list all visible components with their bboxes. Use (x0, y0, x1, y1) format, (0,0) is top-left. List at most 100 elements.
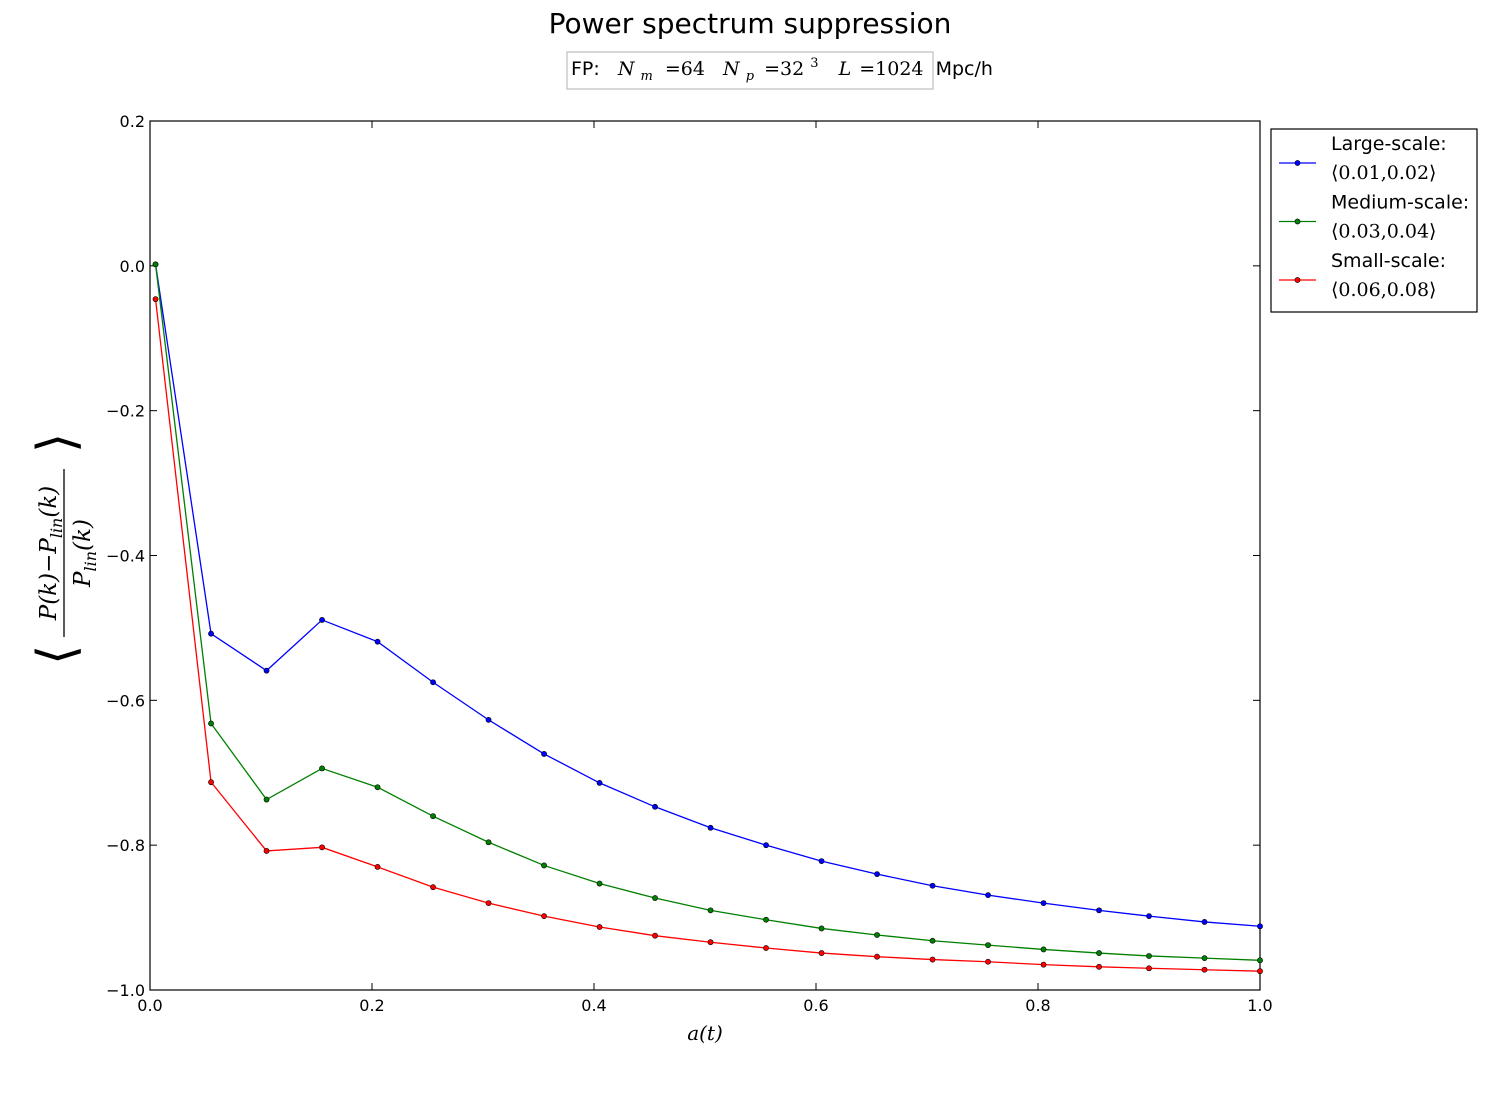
x-axis: 0.0 0.2 0.4 0.6 0.8 1.0 (137, 121, 1273, 1015)
subtitle-l-symbol: L (838, 58, 852, 80)
data-point (485, 716, 492, 723)
data-point (1201, 966, 1208, 973)
svg-text:P(k)−Plin(k): P(k)−Plin(k) (36, 486, 66, 622)
data-point (985, 942, 991, 949)
data-point (985, 958, 991, 965)
series-1 (152, 261, 1263, 930)
legend-marker (1294, 277, 1301, 283)
data-point (985, 892, 991, 899)
data-point (1040, 946, 1047, 953)
legend-entry: Medium-scale: ⟨0.03,0.04⟩ (1279, 192, 1469, 243)
data-point (707, 907, 714, 914)
legend-entry: Small-scale: ⟨0.06,0.08⟩ (1279, 250, 1446, 301)
data-point (763, 916, 769, 923)
data-point (707, 939, 714, 946)
data-point (152, 261, 159, 268)
data-point (596, 779, 603, 786)
data-point (652, 895, 658, 901)
y-tick-label: 0.2 (120, 112, 145, 131)
data-point (263, 848, 270, 854)
subtitle-np-value: =32 (764, 58, 804, 80)
data-point (1040, 961, 1047, 968)
data-point (1146, 965, 1152, 972)
data-point (1201, 955, 1208, 962)
subtitle-nm-symbol: N (617, 58, 636, 80)
y-label-denominator-sub: lin (81, 551, 100, 572)
svg-text:⟨: ⟨ (27, 645, 87, 665)
subtitle-np-symbol: N (722, 58, 741, 80)
series-2 (152, 261, 1263, 964)
y-tick-label: −1.0 (106, 981, 145, 1000)
data-point (263, 667, 270, 674)
subtitle-units: Mpc/h (936, 58, 993, 80)
data-point (929, 937, 936, 944)
data-point (818, 858, 825, 864)
data-point (541, 913, 547, 920)
data-point (929, 956, 936, 963)
data-point (319, 617, 325, 623)
svg-text:Plin(k): Plin(k) (70, 519, 100, 588)
data-point (263, 796, 270, 803)
legend-marker (1294, 218, 1301, 225)
svg-text:⟩: ⟩ (27, 433, 87, 453)
legend: Large-scale: ⟨0.01,0.02⟩ Medium-scale: ⟨0.0… (1270, 128, 1478, 313)
subtitle-nm-value: =64 (665, 58, 705, 80)
legend-range: ⟨0.06,0.08⟩ (1331, 279, 1436, 301)
y-tick-label: −0.2 (106, 402, 145, 421)
data-point (763, 945, 769, 951)
y-tick-label: 0.0 (120, 257, 145, 276)
chart-subtitle: FP: N m =64 N p =32 3 L =1024 Mpc/h (566, 51, 993, 90)
y-label-numerator-sub: lin (47, 518, 66, 539)
data-point (319, 844, 325, 851)
data-point (541, 862, 547, 869)
data-point (1096, 950, 1102, 956)
subtitle-box (566, 51, 934, 90)
y-axis-label: ⟨ ⟩ P(k)−Plin(k) Plin(k) (27, 433, 100, 665)
data-point (208, 779, 214, 786)
plot-area (149, 120, 1261, 991)
data-point (152, 296, 159, 303)
data-point (874, 932, 880, 938)
legend-box (1270, 128, 1478, 313)
data-point (652, 932, 658, 939)
series-line (154, 264, 1261, 961)
chart-title: Power spectrum suppression (549, 7, 952, 40)
legend-label: Large-scale: (1331, 133, 1447, 155)
subtitle-l-value: =1024 (859, 58, 923, 80)
data-point (1257, 968, 1263, 975)
data-point (1201, 919, 1208, 925)
data-point (430, 813, 436, 820)
x-tick-label: 0.8 (1025, 996, 1050, 1015)
data-point (818, 925, 825, 932)
data-point (485, 839, 492, 846)
y-label-denominator-tail: (k) (70, 519, 96, 551)
subtitle-prefix: FP: (571, 58, 600, 80)
data-point (319, 765, 325, 772)
y-tick-label: −0.8 (106, 836, 145, 855)
series-line (154, 299, 1261, 972)
data-point (1257, 923, 1263, 930)
data-point (374, 863, 381, 870)
data-point (208, 630, 214, 637)
x-tick-label: 0.6 (803, 996, 828, 1015)
legend-entry: Large-scale: ⟨0.01,0.02⟩ (1279, 133, 1447, 184)
subtitle-nm-sub: m (641, 69, 653, 84)
subtitle-np-exp: 3 (810, 56, 818, 71)
data-point (1096, 907, 1102, 914)
data-point (929, 882, 936, 889)
x-tick-label: 0.4 (581, 996, 606, 1015)
data-point (1257, 957, 1263, 964)
y-tick-label: −0.4 (106, 547, 145, 566)
legend-label: Small-scale: (1331, 250, 1446, 272)
data-point (707, 824, 714, 831)
legend-range: ⟨0.03,0.04⟩ (1331, 221, 1436, 243)
y-label-numerator: P(k)−P (36, 538, 62, 622)
data-point (874, 953, 880, 960)
y-tick-label: −0.6 (106, 691, 145, 710)
data-point (874, 871, 880, 878)
data-point (596, 924, 603, 930)
data-point (485, 900, 492, 906)
data-point (430, 884, 436, 891)
legend-range: ⟨0.01,0.02⟩ (1331, 162, 1436, 184)
data-point (596, 880, 603, 887)
